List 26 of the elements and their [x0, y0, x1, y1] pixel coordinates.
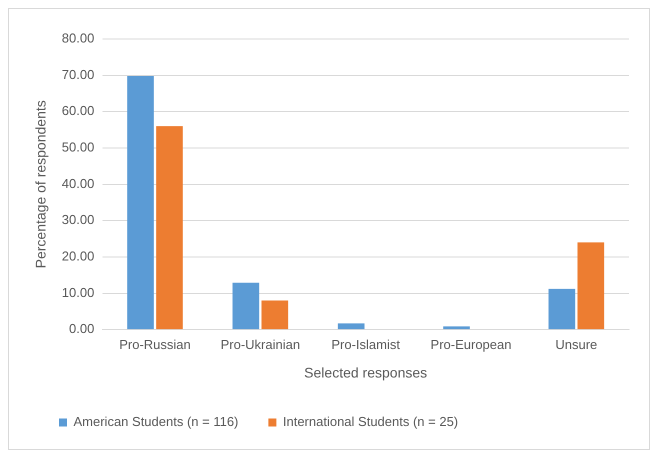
y-axis-title: Percentage of respondents	[32, 100, 48, 268]
y-tick-label: 80.00	[62, 30, 94, 46]
x-tick-label: Pro-Ukrainian	[220, 336, 300, 352]
y-tick-label: 20.00	[62, 248, 94, 264]
legend-label: American Students (n = 116)	[74, 414, 238, 430]
legend-label: International Students (n = 25)	[282, 414, 458, 430]
y-tick-label: 40.00	[62, 176, 94, 191]
bar	[156, 126, 183, 330]
bar	[127, 76, 154, 330]
bar	[443, 326, 470, 330]
bar	[232, 282, 260, 330]
x-tick-label: Unsure	[555, 336, 598, 352]
y-tick-label: 10.00	[62, 284, 94, 300]
bar	[261, 300, 288, 330]
x-tick-label: Pro-Russian	[119, 336, 191, 352]
y-tick-label: 60.00	[62, 103, 94, 118]
bar	[338, 323, 365, 330]
x-axis-title: Selected responses	[304, 364, 428, 380]
bar	[548, 288, 576, 330]
y-tick-label: 70.00	[62, 66, 94, 82]
x-tick-label: Pro-Islamist	[331, 336, 400, 352]
y-tick-label: 0.00	[69, 321, 94, 336]
y-tick-label: 30.00	[62, 212, 94, 228]
y-tick-label: 50.00	[62, 140, 94, 155]
bar	[577, 242, 604, 330]
x-tick-label: Pro-European	[430, 336, 512, 352]
